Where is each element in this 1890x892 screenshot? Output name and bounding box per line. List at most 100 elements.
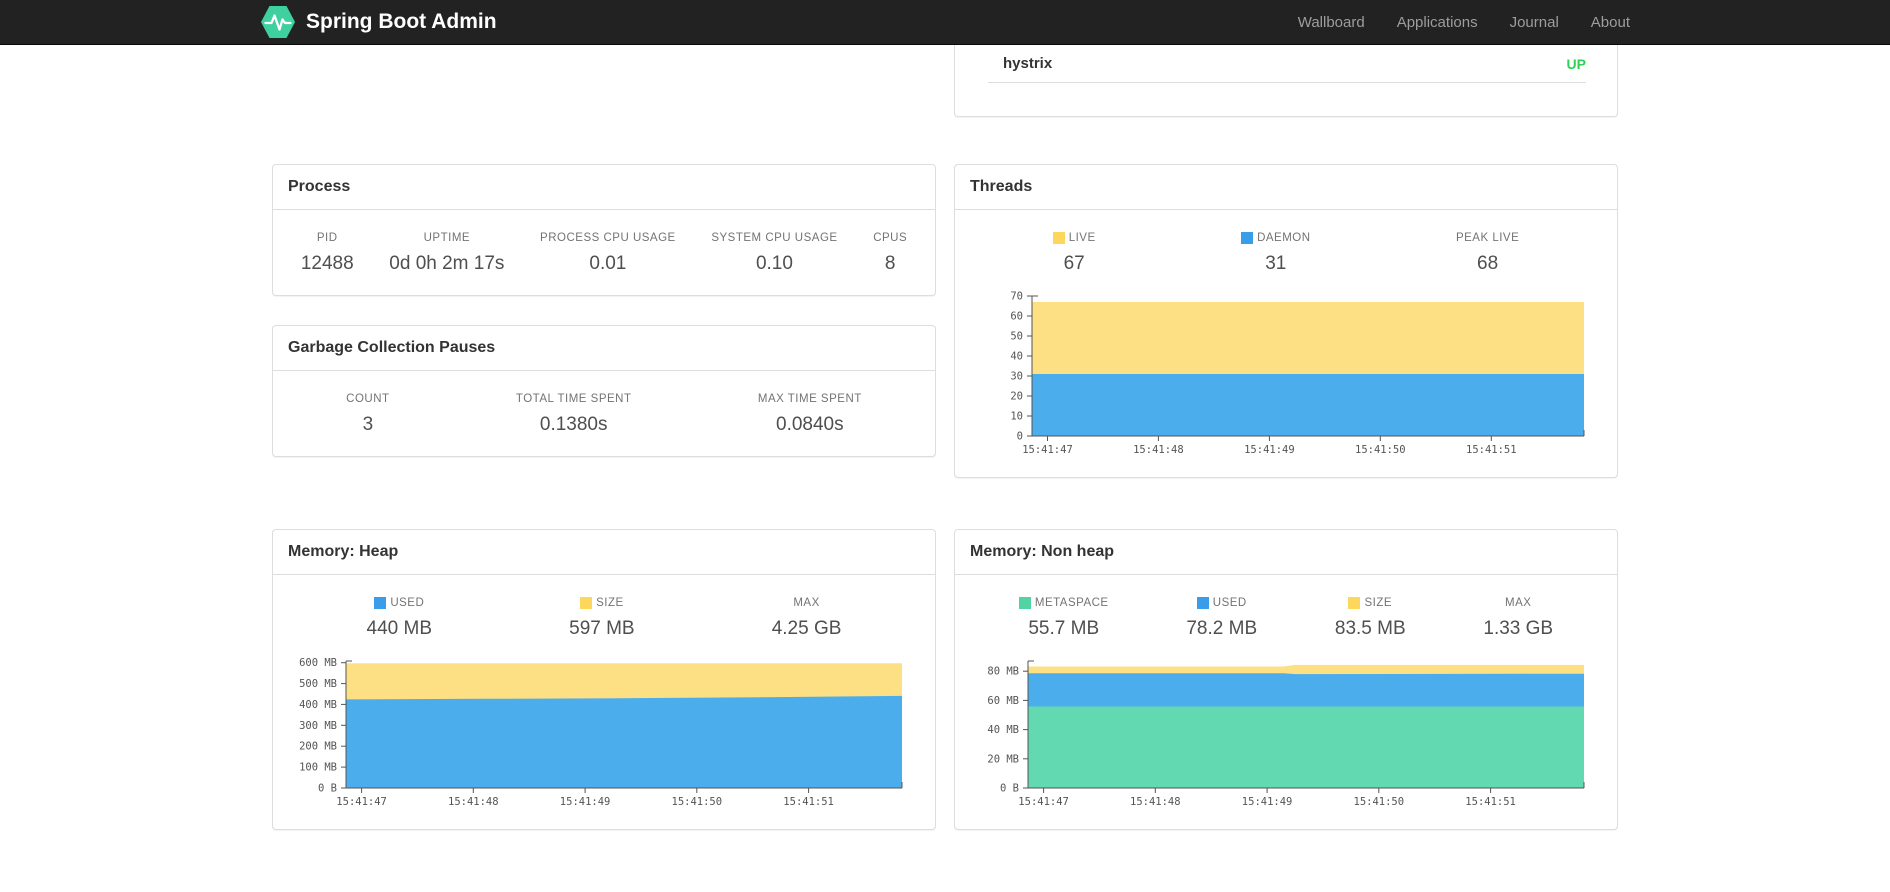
threads-panel-body: LIVE 67 DAEMON 31 [955,210,1617,477]
metric-label: LIVE [1052,232,1096,244]
daemon-legend-swatch-icon [1241,232,1254,244]
metric-label: MAX [1505,597,1532,609]
process-panel-title: Process [273,165,935,210]
memory-nonheap-chart: 0 B 20 MB 40 MB 60 MB 80 MB 15:41:47 15:41:48 1… [970,656,1602,811]
metric-label: SYSTEM CPU USAGE [711,232,838,244]
metric-value: 78.2 MB [1186,618,1258,639]
metric-label: METASPACE [1018,597,1109,609]
divider [988,82,1586,83]
metric-nonheap-size: SIZE 83.5 MB [1335,597,1406,640]
metric-heap-max: MAX 4.25 GB [772,597,842,640]
svg-text:600 MB: 600 MB [299,657,337,669]
memory-heap-panel-body: USED 440 MB SIZE 597 MB [273,575,935,829]
process-metrics: PID 12488 UPTIME 0d 0h 2m 17s PROCESS CP… [273,210,935,295]
svg-text:400 MB: 400 MB [299,699,337,711]
metric-heap-size: SIZE 597 MB [569,597,635,640]
svg-text:15:41:48: 15:41:48 [1130,796,1181,808]
svg-text:20: 20 [1010,391,1023,403]
used-legend-swatch-icon [374,597,387,609]
heap-metrics: USED 440 MB SIZE 597 MB [288,590,920,652]
threads-panel: Threads LIVE 67 [954,164,1618,478]
metric-value: 67 [1063,253,1085,274]
metric-label: UPTIME [423,232,471,244]
metric-threads-live: LIVE 67 [1052,232,1096,275]
svg-text:15:41:47: 15:41:47 [1018,796,1069,808]
threads-chart: 0 10 20 30 40 50 60 70 15:41:47 15:41:48 15:41:49 1… [970,291,1602,459]
metric-label: SIZE [580,597,624,609]
svg-text:500 MB: 500 MB [299,678,337,690]
metric-value: 12488 [300,253,354,274]
nav-item-applications[interactable]: Applications [1396,13,1478,31]
metaspace-legend-swatch-icon [1018,597,1031,609]
svg-text:0: 0 [1017,431,1023,443]
svg-text:15:41:49: 15:41:49 [1242,796,1293,808]
gc-panel-title: Garbage Collection Pauses [273,326,935,371]
svg-text:15:41:47: 15:41:47 [336,796,387,808]
metric-label: MAX TIME SPENT [757,393,862,405]
svg-text:60: 60 [1010,311,1023,323]
metric-value: 440 MB [366,618,433,639]
gc-panel: Garbage Collection Pauses COUNT 3 TOTAL … [272,325,936,457]
metric-label: CPUS [873,232,908,244]
application-name-link[interactable]: hystrix [1003,55,1053,72]
svg-text:70: 70 [1010,291,1023,303]
application-status-row: hystrix UP [955,45,1617,82]
metric-system-cpu-usage: SYSTEM CPU USAGE 0.10 [711,232,837,275]
metric-label: MAX [793,597,820,609]
metric-nonheap-max: MAX 1.33 GB [1483,597,1553,640]
right-column: Threads LIVE 67 [954,164,1618,478]
metric-threads-daemon: DAEMON 31 [1241,232,1310,275]
svg-text:20 MB: 20 MB [987,753,1019,765]
memory-heap-panel: Memory: Heap USED 440 MB [272,529,936,830]
metric-threads-peak-live: PEAK LIVE 68 [1456,232,1519,275]
metric-value: 4.25 GB [771,618,842,639]
svg-text:10: 10 [1010,411,1023,423]
nav-item-about[interactable]: About [1590,13,1630,31]
metric-value: 55.7 MB [1028,618,1100,639]
metric-value: 597 MB [569,618,635,639]
metric-nonheap-metaspace: METASPACE 55.7 MB [1018,597,1109,640]
memory-nonheap-panel-title: Memory: Non heap [955,530,1617,575]
svg-text:40: 40 [1010,351,1023,363]
metric-value: 3 [362,414,374,435]
metric-value: 83.5 MB [1334,618,1406,639]
metric-label: PEAK LIVE [1455,232,1520,244]
left-column: Process PID 12488 UPTIME 0d 0h 2m 17s PR… [272,164,936,457]
threads-panel-title: Threads [955,165,1617,210]
svg-text:80 MB: 80 MB [987,666,1019,678]
metric-label: SIZE [1348,597,1392,609]
application-status-panel: hystrix UP [954,45,1618,117]
metric-heap-used: USED 440 MB [367,597,432,640]
svg-text:30: 30 [1010,371,1023,383]
metric-gc-total-time: TOTAL TIME SPENT 0.1380s [516,393,632,436]
nav-item-wallboard[interactable]: Wallboard [1297,13,1365,31]
svg-text:15:41:50: 15:41:50 [1354,796,1405,808]
metric-label: TOTAL TIME SPENT [515,393,632,405]
svg-text:15:41:51: 15:41:51 [1465,796,1516,808]
threads-metrics: LIVE 67 DAEMON 31 [970,225,1602,287]
svg-text:100 MB: 100 MB [299,762,337,774]
nonheap-metrics: METASPACE 55.7 MB USED 78.2 MB [970,590,1602,652]
nav-item-journal[interactable]: Journal [1509,13,1559,31]
size-legend-swatch-icon [580,597,593,609]
svg-text:15:41:48: 15:41:48 [448,796,499,808]
metric-value: 0.1380s [539,414,608,435]
brand-logo-icon [260,5,296,39]
svg-text:40 MB: 40 MB [987,724,1019,736]
metric-value: 68 [1477,253,1499,274]
navbar-inner: Spring Boot Admin Wallboard Applications… [260,0,1630,44]
metric-value: 0.10 [755,253,793,274]
svg-text:60 MB: 60 MB [987,695,1019,707]
svg-text:0 B: 0 B [1000,783,1019,795]
memory-heap-panel-title: Memory: Heap [273,530,935,575]
memory-nonheap-panel: Memory: Non heap METASPACE 55.7 MB [954,529,1618,830]
svg-text:300 MB: 300 MB [299,720,337,732]
brand-link[interactable]: Spring Boot Admin [260,5,497,39]
svg-text:0 B: 0 B [318,783,337,795]
svg-text:200 MB: 200 MB [299,741,337,753]
metric-value: 0.01 [589,253,627,274]
metric-value: 8 [884,253,896,274]
metric-value: 1.33 GB [1483,618,1554,639]
status-badge: UP [1566,55,1586,72]
